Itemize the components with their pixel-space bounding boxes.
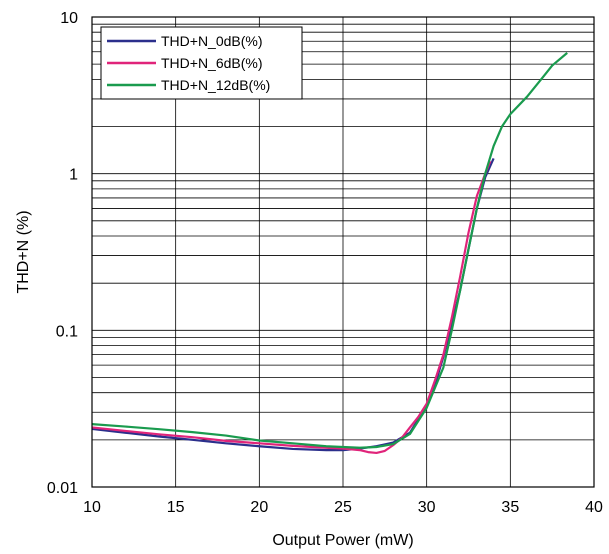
series-layer: [91, 52, 568, 455]
x-tick-label: 40: [585, 499, 603, 516]
series-line-2: [91, 52, 568, 449]
y-tick-label: 1: [69, 167, 78, 184]
x-tick-label: 15: [167, 499, 185, 516]
plot-frame: [91, 16, 595, 488]
legend-label: THD+N_6dB(%): [161, 55, 263, 71]
legend-label: THD+N_12dB(%): [161, 77, 270, 93]
tick-labels: 10 15 20 25 30 35 40 0.01 0.1 1 10: [47, 10, 603, 516]
grid: [92, 17, 594, 487]
series-line-1: [91, 160, 492, 455]
x-tick-label: 25: [334, 499, 352, 516]
x-tick-label: 10: [83, 499, 101, 516]
y-axis-label: THD+N (%): [15, 210, 32, 293]
x-tick-label: 35: [501, 499, 519, 516]
y-tick-label: 0.1: [56, 323, 78, 340]
y-tick-label: 0.01: [47, 480, 78, 497]
series-line-0: [91, 158, 495, 452]
legend-label: THD+N_0dB(%): [161, 33, 263, 49]
x-tick-label: 20: [250, 499, 268, 516]
legend: THD+N_0dB(%) THD+N_6dB(%) THD+N_12dB(%): [100, 26, 303, 100]
y-tick-label: 10: [60, 10, 78, 27]
x-tick-label: 30: [418, 499, 436, 516]
x-axis-label: Output Power (mW): [272, 532, 413, 549]
